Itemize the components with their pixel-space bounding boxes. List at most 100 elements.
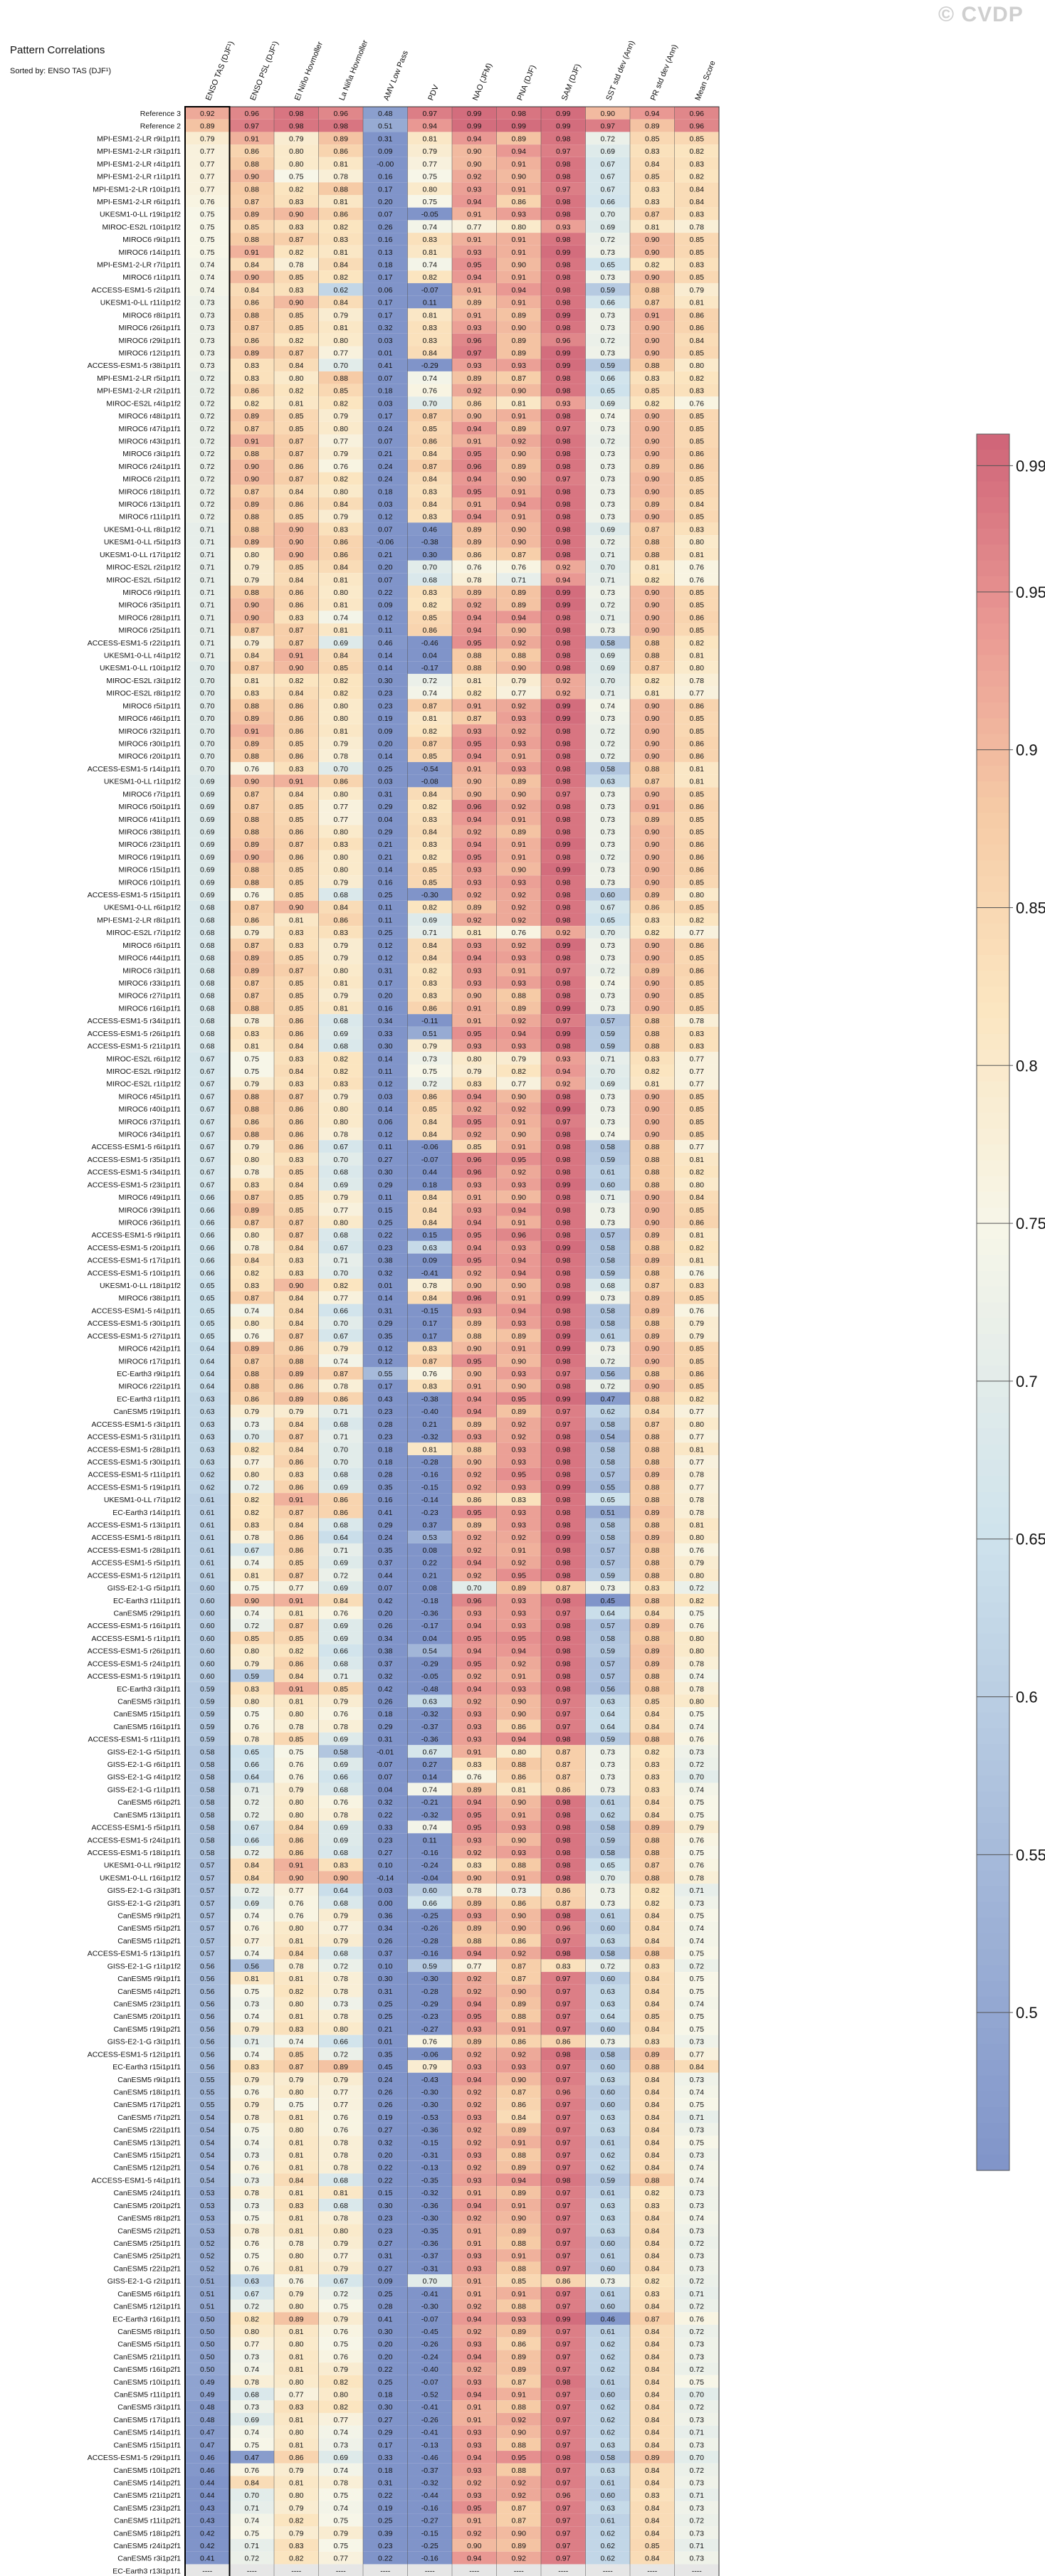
row-label: MIROC-ES2L r7i1p1f2 — [106, 929, 181, 937]
cell-value: 0.90 — [512, 538, 527, 547]
heatmap-cell — [185, 258, 230, 271]
cell-value: 0.85 — [289, 866, 304, 875]
cell-value: 0.97 — [556, 1937, 571, 1946]
cell-value: 0.68 — [334, 891, 349, 899]
cell-value: 0.78 — [690, 223, 705, 231]
colorbar-segment — [977, 892, 1009, 909]
cell-value: 0.82 — [423, 273, 438, 282]
cell-value: 0.68 — [334, 1659, 349, 1668]
heatmap-cell — [363, 321, 408, 334]
cell-value: 0.74 — [245, 1950, 260, 1958]
cell-value: 0.76 — [690, 564, 705, 572]
cell-value: 0.78 — [467, 576, 482, 584]
cell-value: 0.82 — [245, 1445, 260, 1454]
heatmap-cell — [274, 258, 319, 271]
cell-value: 0.90 — [645, 1118, 660, 1126]
row-label: ACCESS-ESM1-5 r10i1p1f1 — [88, 1269, 181, 1277]
row-label: MIROC6 r23i1p1f1 — [118, 840, 181, 849]
colorbar-segment — [977, 1349, 1009, 1366]
cell-value: 0.90 — [645, 626, 660, 635]
cell-value: 0.72 — [245, 1811, 260, 1820]
cell-value: 0.94 — [467, 1408, 482, 1416]
cell-value: 0.73 — [200, 299, 215, 307]
cell-value: 0.85 — [690, 954, 705, 963]
cell-value: 0.89 — [245, 954, 260, 963]
cell-value: 0.80 — [289, 2378, 304, 2387]
row-label: ACCESS-ESM1-5 r35i1p1f1 — [88, 1156, 181, 1164]
heatmap-cell — [274, 144, 319, 157]
colorbar-segment — [977, 686, 1009, 703]
cell-value: 0.68 — [200, 954, 215, 963]
cell-value: 0.82 — [423, 966, 438, 975]
cell-value: 0.90 — [645, 337, 660, 345]
cell-value: 0.63 — [200, 1433, 215, 1442]
cell-value: 0.50 — [200, 2315, 215, 2323]
cell-value: 0.85 — [334, 387, 349, 396]
cell-value: 0.82 — [334, 2403, 349, 2412]
cell-value: 0.77 — [467, 1962, 482, 1970]
cell-value: 0.72 — [200, 387, 215, 396]
cell-value: 0.78 — [245, 1017, 260, 1025]
cell-value: 0.89 — [645, 500, 660, 509]
row-label: ACCESS-ESM1-5 r20i1p1f1 — [88, 1244, 181, 1252]
cell-value: 0.91 — [512, 840, 527, 849]
cell-value: 0.62 — [334, 286, 349, 295]
cell-value: 0.80 — [334, 487, 349, 496]
cell-value: 0.84 — [645, 2340, 660, 2349]
cell-value: 0.78 — [245, 2378, 260, 2387]
cell-value: 0.70 — [245, 1433, 260, 1442]
cell-value: -0.40 — [421, 2365, 439, 2374]
cell-value: 0.67 — [200, 1156, 215, 1164]
cell-value: -0.36 — [421, 1609, 439, 1617]
cell-value: 0.80 — [690, 538, 705, 547]
cell-value: 0.86 — [289, 463, 304, 471]
cell-value: -0.15 — [421, 1307, 439, 1315]
cell-value: 0.71 — [334, 1257, 349, 1265]
cell-value: 0.67 — [200, 1181, 215, 1189]
cell-value: 0.57 — [200, 1886, 215, 1895]
cell-value: 0.66 — [334, 1773, 349, 1782]
cell-value: 0.86 — [289, 1458, 304, 1467]
cell-value: 0.71 — [200, 626, 215, 635]
row-label: ACCESS-ESM1-5 r30i1p1f1 — [88, 1319, 181, 1328]
cell-value: 0.71 — [200, 525, 215, 534]
cell-value: 0.97 — [556, 2063, 571, 2071]
cell-value: ---- — [247, 2567, 257, 2575]
heatmap-cell — [363, 258, 408, 271]
cell-value: 0.81 — [289, 2138, 304, 2147]
cell-value: 0.70 — [601, 1067, 616, 1076]
cell-value: 0.98 — [556, 613, 571, 622]
cell-value: 0.72 — [690, 2239, 705, 2248]
colorbar-segment — [977, 797, 1009, 813]
cell-value: 0.07 — [378, 525, 393, 534]
cell-value: 0.98 — [556, 1307, 571, 1315]
cell-value: 0.72 — [601, 1383, 616, 1391]
cell-value: 0.79 — [334, 740, 349, 749]
cell-value: 0.90 — [467, 1370, 482, 1378]
cell-value: 0.90 — [645, 840, 660, 849]
cell-value: 0.98 — [556, 236, 571, 244]
cell-value: 0.95 — [512, 1571, 527, 1580]
cell-value: 0.85 — [289, 740, 304, 749]
cell-value: -0.30 — [421, 2088, 439, 2096]
cell-value: 0.97 — [556, 1370, 571, 1378]
cell-value: 0.84 — [645, 1912, 660, 1921]
cell-value: 0.73 — [690, 2479, 705, 2487]
cell-value: 0.86 — [334, 778, 349, 786]
cell-value: 0.89 — [512, 2000, 527, 2009]
cell-value: 0.74 — [334, 2429, 349, 2437]
cell-value: 0.98 — [556, 626, 571, 635]
cell-value: 0.74 — [690, 1924, 705, 1933]
cell-value: 0.73 — [601, 2277, 616, 2286]
cell-value: 0.99 — [556, 122, 571, 131]
cell-value: 0.26 — [378, 1937, 393, 1946]
cell-value: 0.37 — [378, 1950, 393, 1958]
cell-value: 0.70 — [601, 564, 616, 572]
cell-value: 0.86 — [512, 2340, 527, 2349]
cell-value: 0.67 — [423, 1748, 438, 1756]
row-label: ACCESS-ESM1-5 r29i1p1f1 — [88, 2454, 181, 2462]
heatmap-cell — [585, 220, 630, 233]
cell-value: 0.97 — [245, 122, 260, 131]
cell-value: 0.89 — [645, 1509, 660, 1517]
cell-value: 0.23 — [378, 1836, 393, 1844]
